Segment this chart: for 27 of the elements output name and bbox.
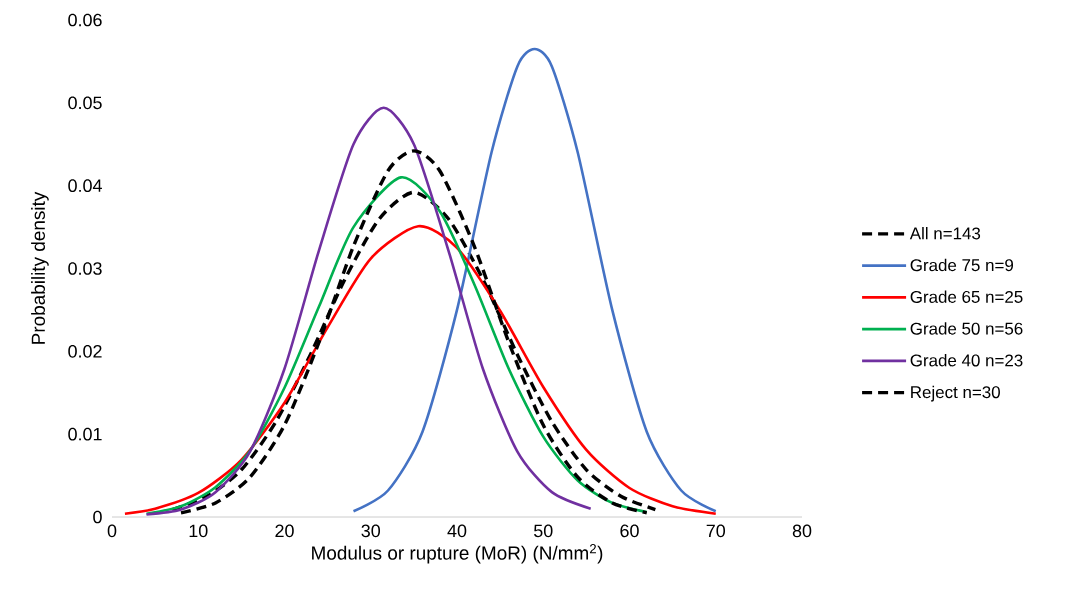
x-tick-label: 60	[620, 524, 639, 538]
legend-label: All n=143	[909, 226, 981, 240]
y-tick-label: 0.04	[68, 179, 102, 193]
x-tick-label: 0	[107, 524, 117, 538]
legend-label: Grade 50 n=56	[910, 322, 1023, 335]
x-tick-label: 80	[792, 524, 812, 538]
y-tick-label: 0.03	[68, 262, 102, 275]
line-series	[145, 106, 592, 516]
x-axis-title: Modulus or rupture (MoR) (N/mm$^{2}$)	[312, 544, 603, 564]
x-tick-label: 70	[706, 524, 726, 538]
y-tick-label: 0.05	[68, 96, 102, 110]
x-tick-label: 40	[447, 524, 467, 538]
line-series	[123, 224, 718, 515]
y-tick-label: 0	[93, 510, 102, 524]
x-tick-label: 30	[361, 524, 381, 538]
legend-label: Reject n=30	[911, 385, 1000, 402]
x-tick-label: 50	[533, 524, 553, 538]
y-tick-label: 0.06	[68, 13, 102, 27]
y-axis-title: Probability density	[31, 191, 49, 344]
legend-label: Grade 40 n=23	[910, 353, 1023, 367]
x-tick-label: 10	[189, 524, 208, 538]
y-tick-label: 0.01	[68, 427, 102, 441]
line-series	[352, 47, 718, 513]
legend-label: Grade 65 n=25	[910, 290, 1023, 303]
legend-label: Grade 75 n=9	[910, 258, 1014, 272]
y-tick-label: 0.02	[68, 344, 102, 358]
x-tick-label: 20	[275, 524, 294, 538]
